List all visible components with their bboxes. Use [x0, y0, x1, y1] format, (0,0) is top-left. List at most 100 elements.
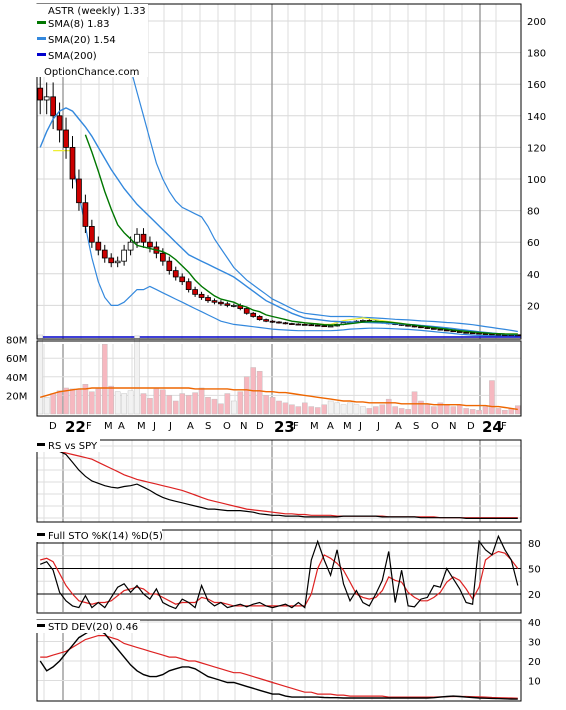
grid-layer [37, 4, 521, 700]
volume-bar [450, 406, 457, 415]
x-axis-label: M [104, 421, 113, 432]
std-title-bg [36, 620, 140, 633]
volume-bar [482, 406, 489, 415]
candle-body [224, 303, 231, 306]
candle-body [179, 276, 186, 283]
candle-body [140, 233, 147, 243]
x-axis-label: A [187, 421, 194, 432]
volume-bar [153, 388, 160, 415]
volume-bar [424, 404, 431, 415]
candle-body [95, 241, 102, 251]
candle-body [134, 233, 140, 243]
volume-bar [373, 406, 379, 415]
candle-body [263, 319, 269, 322]
candle-body [405, 324, 411, 327]
x-axis-label: A [118, 421, 125, 432]
volume-bar [82, 384, 89, 415]
legend-sma200: SMA(200) [48, 51, 97, 62]
x-axis-label: D [256, 421, 264, 432]
volume-bar [321, 404, 327, 415]
candle-body [82, 202, 89, 227]
candle-body [424, 327, 431, 329]
candle-body [172, 270, 179, 278]
volume-bar [398, 408, 405, 415]
x-axis-label: F [293, 421, 299, 432]
std-tick-label: 20 [528, 657, 541, 668]
candle-body [456, 331, 463, 333]
volume-bar [69, 388, 76, 415]
x-axis-label: F [501, 421, 507, 432]
volume-bar [418, 400, 424, 415]
panel-frame [36, 439, 522, 523]
sto-tick-label: 20 [528, 590, 541, 601]
price-tick-label: 80 [527, 207, 540, 218]
volume-bar [243, 376, 250, 415]
x-axis-label: S [205, 421, 211, 432]
price-panel-title: ASTR (weekly) 1.33 [48, 6, 146, 17]
x-axis-label: A [395, 421, 402, 432]
price-tick-label: 180 [527, 49, 546, 60]
std-panel-title: STD DEV(20) 0.46 [48, 622, 138, 633]
volume-bar [172, 400, 179, 415]
volume-bar [121, 393, 127, 415]
rs-panel-title: RS vs SPY [48, 441, 98, 452]
volume-bar [366, 408, 373, 415]
x-axis-label: F [86, 421, 92, 432]
candle-body [192, 289, 198, 295]
volume-bar [179, 393, 185, 415]
volume-bar [166, 395, 173, 415]
volume-tick-label: 20M [6, 391, 27, 402]
volume-bar [444, 404, 450, 415]
candle-body [185, 281, 192, 291]
candle-body [250, 312, 257, 317]
volume-average-line [40, 387, 518, 411]
volume-tick-label: 80M [6, 336, 27, 347]
candle-body [121, 249, 127, 262]
panel-frame [36, 3, 522, 340]
volume-bar [127, 390, 134, 415]
volume-bar [185, 395, 192, 415]
candle-body [159, 252, 166, 262]
panel-frame [36, 619, 522, 702]
volume-bar [224, 393, 231, 415]
volume-bar [108, 385, 114, 415]
x-axis-label: J [152, 421, 156, 432]
volume-bar [456, 404, 463, 415]
volume-bar [476, 410, 482, 415]
volume-bar [63, 387, 69, 415]
sto-title-bg [36, 529, 162, 542]
sto-tick-label: 80 [528, 539, 541, 550]
volume-bar [192, 392, 198, 415]
candle-body [308, 324, 315, 327]
volume-bar [334, 402, 340, 415]
rs-title-bg [36, 439, 100, 452]
volume-bar [263, 395, 269, 415]
x-axis-label: S [413, 421, 419, 432]
x-axis-label: N [449, 421, 456, 432]
candle-body [76, 178, 82, 204]
volume-bar [276, 400, 282, 415]
price-tick-label: 100 [527, 175, 546, 186]
candle-body [166, 260, 173, 272]
candle-body [89, 225, 95, 243]
candle-body [282, 322, 289, 325]
price-tick-label: 200 [527, 17, 546, 28]
candle-body [37, 87, 44, 101]
volume-bar [89, 391, 95, 415]
std-line [39, 629, 518, 700]
volume-bar [379, 404, 386, 415]
candle-body [360, 320, 366, 322]
volume-bar [101, 344, 108, 415]
sma20-line [39, 107, 518, 336]
volume-bar [269, 397, 276, 415]
volume-bar [514, 405, 521, 415]
x-axis-label: J [358, 421, 362, 432]
candle-body [43, 96, 50, 101]
volume-bar [56, 390, 63, 415]
candle-body [230, 304, 237, 307]
candle-body [411, 325, 418, 328]
candle-body [469, 332, 476, 335]
volume-bar [289, 404, 295, 415]
candle-body [108, 257, 115, 264]
